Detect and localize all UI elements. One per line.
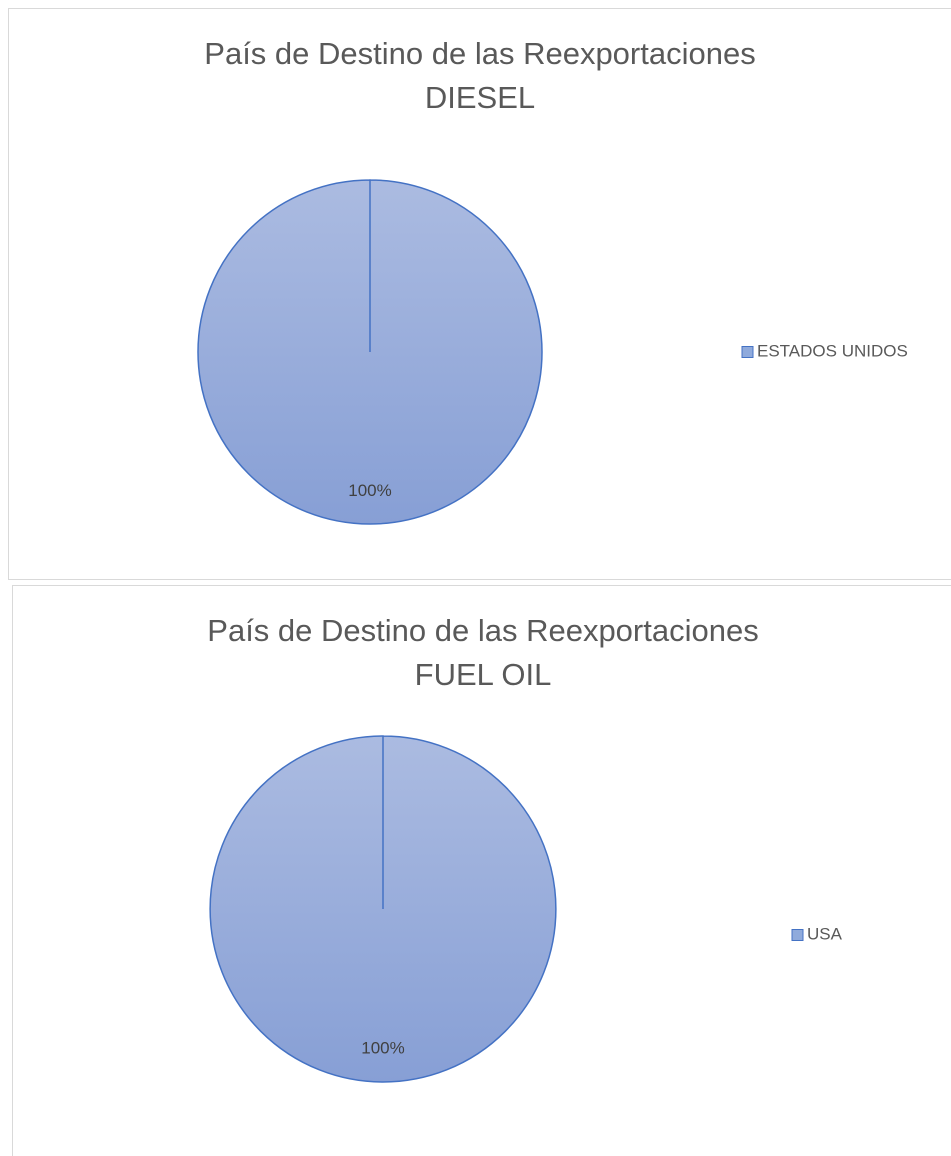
legend-swatch [791, 929, 804, 941]
chart-title: País de Destino de las Reexportaciones [204, 36, 755, 71]
legend-swatch [741, 346, 754, 358]
chart-title: País de Destino de las Reexportaciones [207, 613, 758, 648]
data-label: 100% [361, 1039, 404, 1058]
legend-label: ESTADOS UNIDOS [757, 341, 908, 360]
data-label: 100% [348, 481, 391, 500]
chart-subtitle: DIESEL [425, 80, 535, 115]
pie-slice [197, 179, 543, 525]
chart-subtitle: FUEL OIL [415, 657, 552, 692]
legend-label: USA [807, 924, 843, 943]
pie-slice [209, 735, 557, 1083]
